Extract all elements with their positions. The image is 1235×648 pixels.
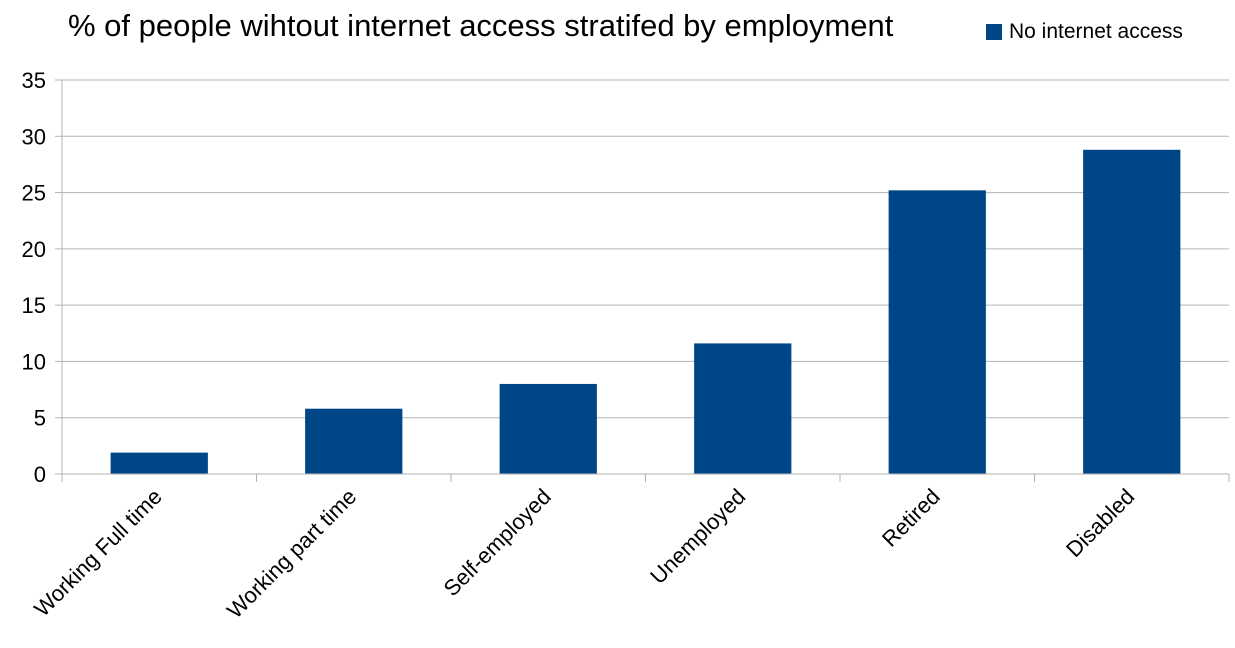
y-tick-label: 20 [22, 237, 46, 262]
legend: No internet access [986, 18, 1183, 46]
bars [110, 149, 1181, 474]
x-tick-label: Retired [877, 484, 945, 552]
bar-retired [888, 190, 986, 474]
y-tick-label: 35 [22, 68, 46, 93]
y-tick-label: 30 [22, 124, 46, 149]
chart-title: % of people wihtout internet access stra… [68, 8, 894, 43]
gridlines [55, 79, 1229, 475]
x-tick-label: Working Full time [29, 484, 167, 622]
y-tick-label: 5 [34, 406, 46, 431]
y-tick-label: 15 [22, 293, 46, 318]
x-tick-label: Working part time [222, 484, 361, 623]
x-tick-label: Disabled [1061, 484, 1139, 562]
legend-label: No internet access [1009, 20, 1183, 43]
y-tick-labels: 0 5 10 15 20 25 30 35 [22, 68, 46, 487]
axes [61, 80, 1230, 482]
bar-working-full-time [110, 452, 208, 474]
x-tick-labels: Working Full time Working part time Self-e… [29, 484, 1139, 623]
bar-unemployed [694, 343, 792, 474]
bar-disabled [1083, 149, 1181, 474]
x-tick-label: Unemployed [645, 484, 750, 589]
y-tick-label: 0 [34, 462, 46, 487]
bar-self-employed [499, 383, 597, 474]
bar-working-part-time [305, 408, 403, 474]
x-tick-label: Self-employed [439, 484, 556, 601]
y-tick-label: 25 [22, 181, 46, 206]
y-tick-label: 10 [22, 349, 46, 374]
legend-swatch [986, 24, 1002, 40]
